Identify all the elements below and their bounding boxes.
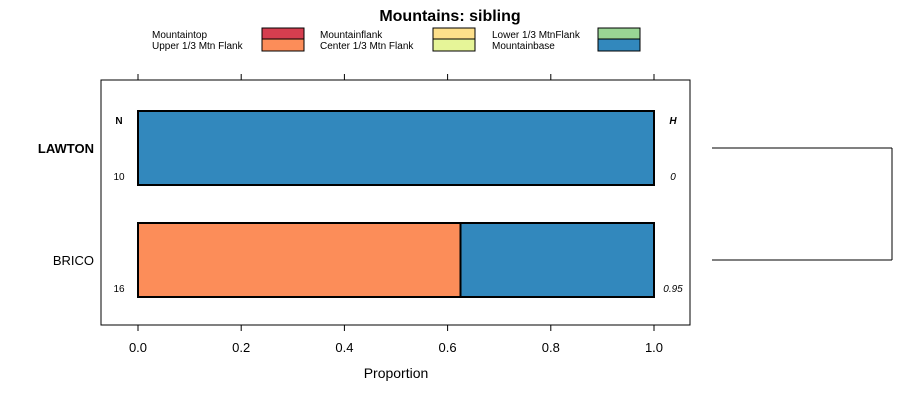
h-header: H — [669, 116, 677, 127]
legend-swatch — [597, 38, 641, 52]
x-tick-label: 0.8 — [542, 340, 560, 355]
x-tick-label: 1.0 — [645, 340, 663, 355]
legend-swatch — [597, 27, 641, 41]
legend-label: Center 1/3 Mtn Flank — [320, 41, 414, 52]
row-label: LAWTON — [38, 141, 94, 156]
x-tick-label: 0.2 — [232, 340, 250, 355]
x-axis-label: Proportion — [364, 365, 429, 381]
x-tick-label: 0.0 — [129, 340, 147, 355]
legend-label: Lower 1/3 MtnFlank — [492, 30, 581, 41]
h-value: 0.95 — [663, 284, 683, 295]
n-header: N — [115, 116, 122, 127]
legend-swatch — [261, 27, 305, 41]
chart-title: Mountains: sibling — [379, 8, 520, 25]
legend-swatch — [261, 38, 305, 52]
n-value: 16 — [113, 284, 125, 295]
legend-label: Upper 1/3 Mtn Flank — [152, 41, 244, 52]
legend-label: Mountainbase — [492, 41, 555, 52]
legend-label: Mountaintop — [152, 30, 207, 41]
plot-frame — [100, 79, 691, 326]
bar-segment — [137, 222, 462, 298]
h-value: 0 — [670, 172, 676, 183]
n-value: 10 — [113, 172, 125, 183]
legend-swatch — [432, 38, 476, 52]
x-tick-label: 0.6 — [439, 340, 457, 355]
plot-area: 0.0 0.2 0.4 0.6 0.8 1.0 N H LAWTON 10 0 BRICO 16 0.95 — [38, 74, 691, 355]
bar-segment — [459, 222, 655, 298]
bar-segment — [137, 110, 655, 186]
dendrogram — [712, 147, 893, 261]
legend-swatch — [432, 27, 476, 41]
row-label: BRICO — [53, 253, 94, 268]
legend-label: Mountainflank — [320, 30, 383, 41]
x-tick-label: 0.4 — [335, 340, 353, 355]
